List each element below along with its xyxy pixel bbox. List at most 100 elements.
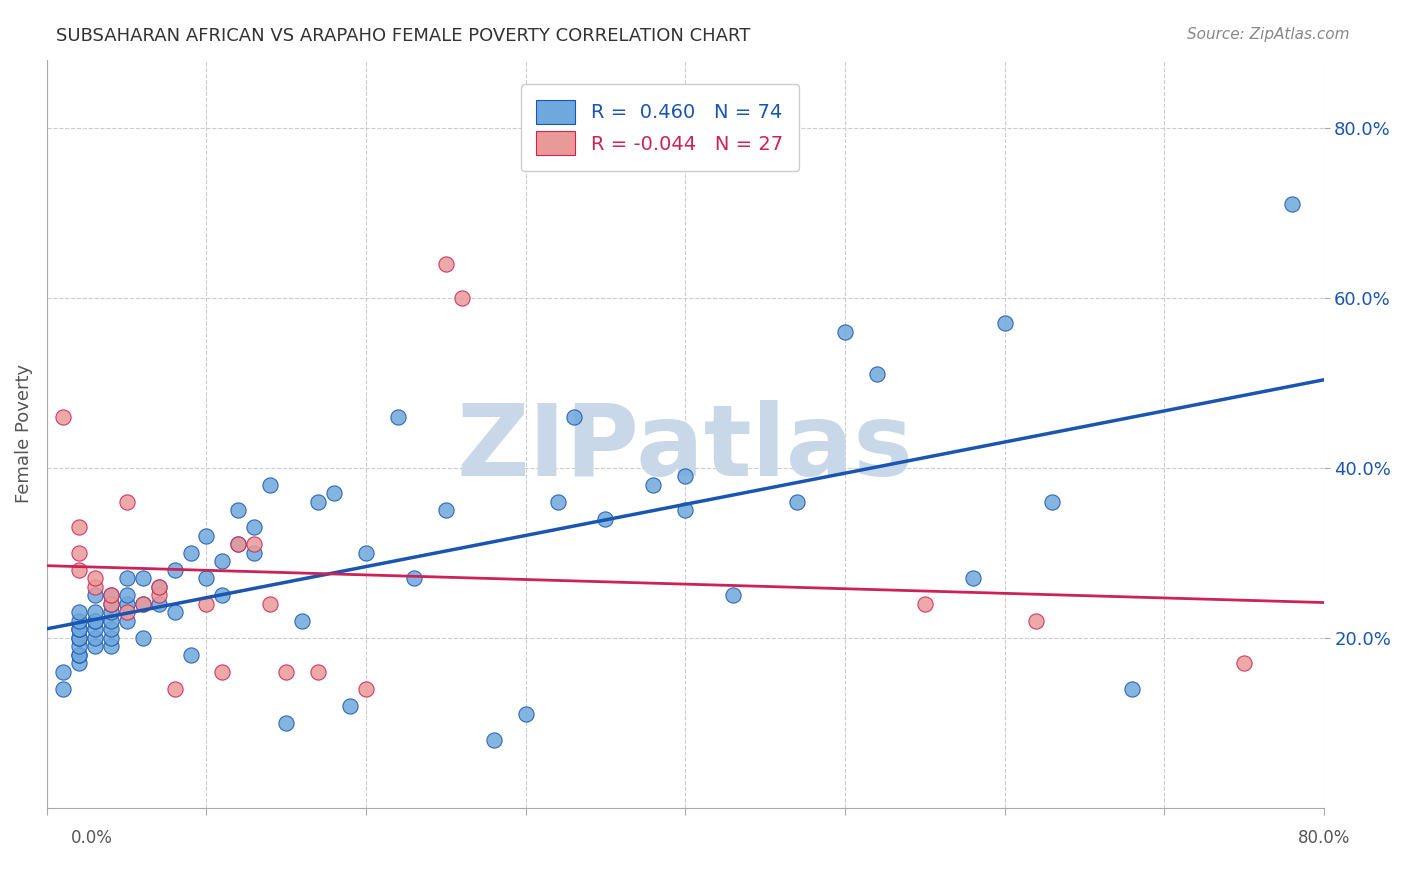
Point — [562, 409, 585, 424]
Point — [195, 571, 218, 585]
Point — [243, 537, 266, 551]
Point — [131, 571, 153, 585]
Point — [67, 546, 90, 560]
Point — [786, 494, 808, 508]
Point — [450, 291, 472, 305]
Point — [834, 325, 856, 339]
Point — [228, 537, 250, 551]
Point — [52, 665, 75, 679]
Point — [211, 588, 233, 602]
Point — [434, 503, 457, 517]
Point — [195, 597, 218, 611]
Point — [307, 665, 329, 679]
Point — [83, 631, 105, 645]
Point — [83, 614, 105, 628]
Point — [259, 477, 281, 491]
Text: 0.0%: 0.0% — [70, 829, 112, 847]
Text: SUBSAHARAN AFRICAN VS ARAPAHO FEMALE POVERTY CORRELATION CHART: SUBSAHARAN AFRICAN VS ARAPAHO FEMALE POV… — [56, 27, 751, 45]
Point — [1040, 494, 1063, 508]
Point — [100, 588, 122, 602]
Point — [180, 648, 202, 662]
Point — [673, 503, 696, 517]
Point — [100, 639, 122, 653]
Point — [115, 494, 138, 508]
Point — [354, 681, 377, 696]
Point — [100, 605, 122, 619]
Point — [115, 614, 138, 628]
Point — [1025, 614, 1047, 628]
Point — [1121, 681, 1143, 696]
Point — [83, 605, 105, 619]
Point — [163, 605, 186, 619]
Point — [1281, 197, 1303, 211]
Point — [67, 656, 90, 670]
Point — [387, 409, 409, 424]
Text: Source: ZipAtlas.com: Source: ZipAtlas.com — [1187, 27, 1350, 42]
Point — [83, 622, 105, 636]
Point — [83, 639, 105, 653]
Point — [67, 639, 90, 653]
Point — [721, 588, 744, 602]
Point — [228, 537, 250, 551]
Point — [259, 597, 281, 611]
Point — [115, 605, 138, 619]
Text: 80.0%: 80.0% — [1298, 829, 1351, 847]
Point — [211, 554, 233, 568]
Point — [993, 316, 1015, 330]
Point — [163, 681, 186, 696]
Point — [100, 597, 122, 611]
Point — [276, 715, 298, 730]
Point — [67, 631, 90, 645]
Point — [67, 648, 90, 662]
Point — [482, 732, 505, 747]
Point — [243, 520, 266, 534]
Point — [402, 571, 425, 585]
Point — [52, 409, 75, 424]
Point — [195, 528, 218, 542]
Point — [866, 367, 889, 381]
Point — [307, 494, 329, 508]
Point — [115, 588, 138, 602]
Legend: R =  0.460   N = 74, R = -0.044   N = 27: R = 0.460 N = 74, R = -0.044 N = 27 — [520, 84, 799, 170]
Point — [148, 580, 170, 594]
Point — [962, 571, 984, 585]
Point — [131, 597, 153, 611]
Text: ZIPatlas: ZIPatlas — [457, 401, 914, 497]
Point — [115, 571, 138, 585]
Point — [515, 707, 537, 722]
Point — [67, 563, 90, 577]
Point — [163, 563, 186, 577]
Point — [211, 665, 233, 679]
Point — [67, 520, 90, 534]
Point — [67, 614, 90, 628]
Point — [67, 648, 90, 662]
Point — [276, 665, 298, 679]
Point — [67, 631, 90, 645]
Point — [339, 698, 361, 713]
Point — [228, 503, 250, 517]
Point — [1233, 656, 1256, 670]
Point — [148, 588, 170, 602]
Point — [131, 631, 153, 645]
Point — [67, 605, 90, 619]
Point — [673, 469, 696, 483]
Point — [83, 614, 105, 628]
Point — [148, 597, 170, 611]
Point — [547, 494, 569, 508]
Point — [643, 477, 665, 491]
Point — [100, 588, 122, 602]
Point — [115, 597, 138, 611]
Point — [83, 571, 105, 585]
Point — [100, 622, 122, 636]
Point — [914, 597, 936, 611]
Point — [83, 580, 105, 594]
Point — [291, 614, 314, 628]
Point — [434, 257, 457, 271]
Point — [100, 597, 122, 611]
Point — [243, 546, 266, 560]
Point — [131, 597, 153, 611]
Point — [100, 631, 122, 645]
Y-axis label: Female Poverty: Female Poverty — [15, 364, 32, 503]
Point — [148, 580, 170, 594]
Point — [354, 546, 377, 560]
